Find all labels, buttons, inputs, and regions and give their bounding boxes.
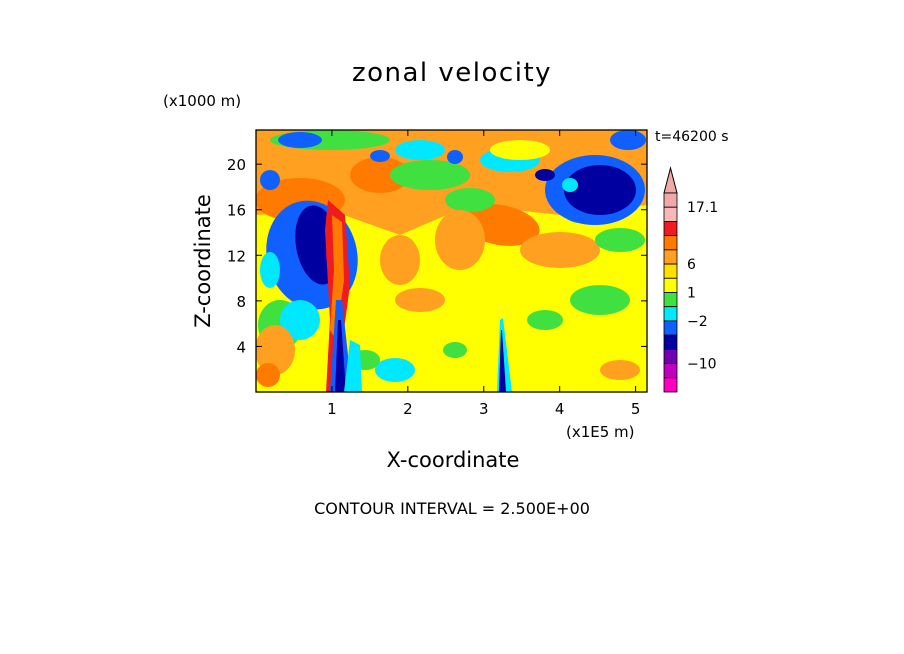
contour-patch [535, 169, 555, 181]
contour-interval-note: CONTOUR INTERVAL = 2.500E+00 [314, 499, 590, 518]
contour-patch [375, 358, 415, 382]
contour-patch [610, 130, 646, 150]
colorbar-arrow [663, 166, 678, 194]
contour-patch [256, 325, 295, 375]
y-axis-label: Z-coordinate [191, 194, 215, 328]
contour-patch [260, 170, 280, 190]
colorbar-cell [663, 235, 678, 251]
colorbar-cell [663, 277, 678, 293]
y-unit-label: (x1000 m) [163, 92, 242, 110]
colorbar-cell [663, 221, 678, 237]
colorbar-label: −10 [687, 357, 717, 373]
contour-patch [443, 342, 467, 358]
y-tick-label: 12 [227, 247, 246, 265]
colorbar-label: 6 [687, 257, 696, 273]
contour-patch [490, 140, 550, 160]
y-tick-label: 16 [227, 202, 246, 220]
right-jet-core [499, 330, 506, 392]
colorbar-cell [663, 292, 678, 308]
y-tick-label: 20 [227, 156, 246, 174]
contour-patch [395, 288, 445, 312]
contour-patch [600, 360, 640, 380]
contour-field [256, 130, 647, 392]
chart-title: zonal velocity [351, 58, 553, 88]
contour-patch [595, 228, 645, 252]
colorbar-cell [663, 206, 678, 222]
colorbar-label: 1 [687, 286, 696, 302]
contour-patch [278, 132, 322, 148]
contour-patch [390, 160, 470, 190]
colorbar-cell [663, 348, 678, 364]
colorbar-label: −2 [687, 314, 708, 330]
colorbar-cell [663, 320, 678, 336]
upper-right-core [564, 165, 636, 215]
contour-patch [527, 310, 563, 330]
contour-patch [256, 363, 280, 387]
contour-patch [520, 232, 600, 268]
x-tick-label: 3 [479, 400, 489, 418]
lower-left-jet-core [335, 320, 346, 392]
contour-patch [370, 150, 390, 162]
x-axis-label: X-coordinate [386, 448, 520, 472]
colorbar-label: 17.1 [687, 200, 718, 216]
y-tick-label: 8 [236, 293, 246, 311]
colorbar-cell [663, 306, 678, 322]
time-label: t=46200 s [655, 129, 729, 145]
x-tick-label: 1 [327, 400, 337, 418]
colorbar-cell [663, 263, 678, 279]
colorbar-cell [663, 363, 678, 379]
contour-patch [445, 188, 495, 212]
tilted-orange-band [330, 215, 344, 340]
colorbar-cell [663, 334, 678, 350]
colorbar-cell [663, 192, 678, 208]
contour-patch [350, 157, 410, 193]
contour-patch [280, 300, 320, 340]
contour-patch [570, 285, 630, 315]
colorbar-cell [663, 377, 678, 393]
lower-left-jet-cyan [344, 340, 362, 392]
colorbar-cell [663, 249, 678, 265]
x-tick-label: 2 [403, 400, 413, 418]
contour-patch [260, 252, 280, 288]
contour-patch [447, 150, 463, 164]
y-tick-label: 4 [236, 338, 246, 356]
x-unit-label: (x1E5 m) [566, 423, 635, 441]
contour-patch [380, 235, 420, 285]
contour-patch [435, 210, 485, 270]
x-tick-label: 5 [631, 400, 641, 418]
contour-patch [395, 140, 445, 160]
plot-frame [255, 129, 648, 393]
contour-patch [562, 178, 578, 192]
x-tick-label: 4 [555, 400, 565, 418]
